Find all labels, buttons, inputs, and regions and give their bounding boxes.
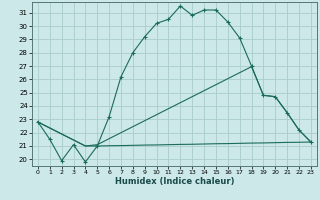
X-axis label: Humidex (Indice chaleur): Humidex (Indice chaleur) <box>115 177 234 186</box>
